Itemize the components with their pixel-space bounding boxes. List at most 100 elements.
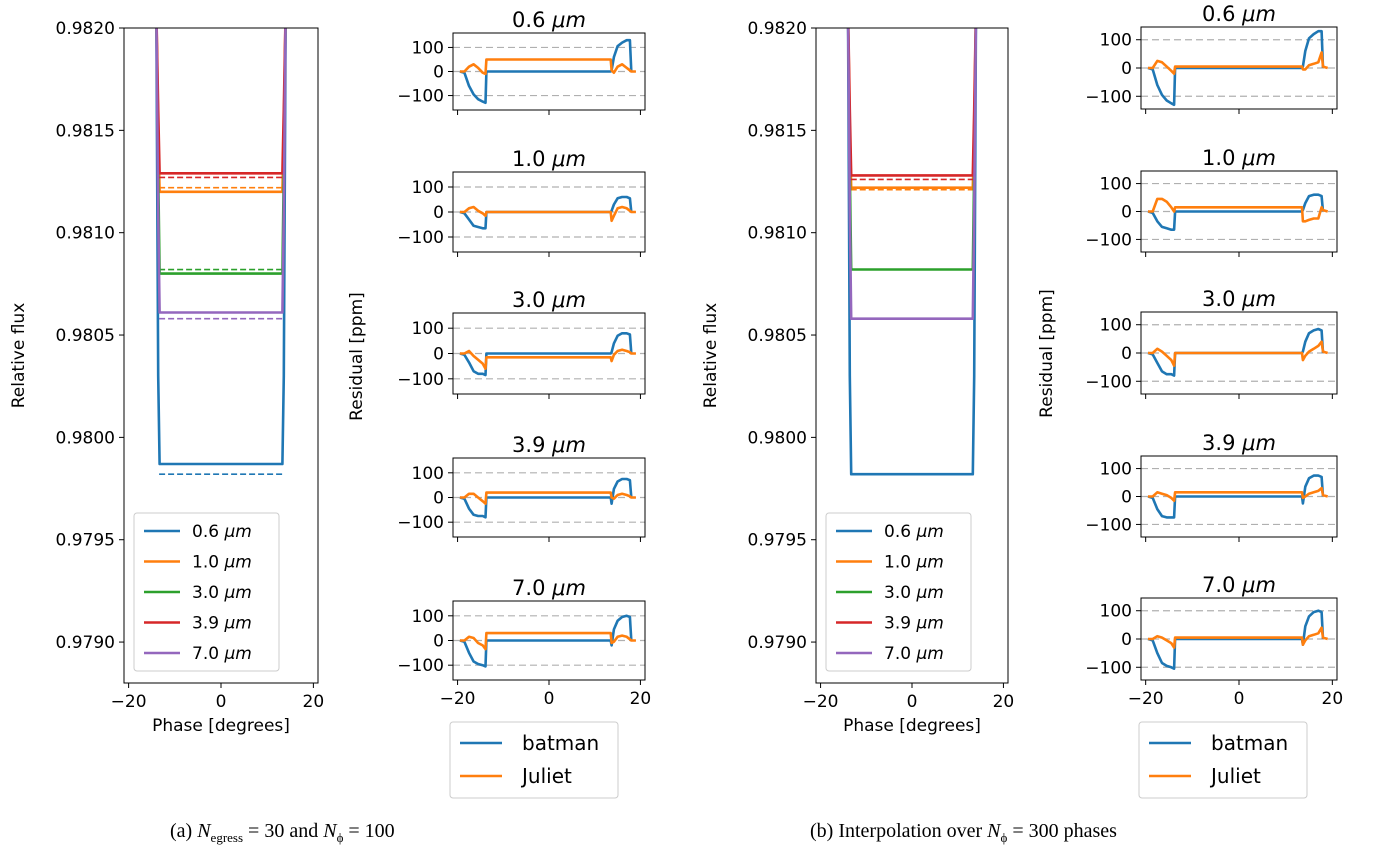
residual-line-batman (459, 38, 633, 105)
x-tick-label: −20 (111, 692, 147, 712)
subplot-plot-area (453, 327, 645, 380)
subplot-title-unit: μm (551, 433, 586, 457)
legend-label-0.6: 0.6 μm (192, 522, 252, 542)
y-tick-label: 0.9790 (748, 633, 807, 653)
legend-label-batman: batman (522, 731, 599, 755)
legend-unit: μm (223, 553, 251, 573)
caption-b-symbol-1: N (987, 820, 1001, 842)
residual-subplot: −100 0 100 −20 0 20 7.0 μm (397, 576, 651, 709)
subplot-title: 7.0 μm (1202, 573, 1276, 597)
y-tick-label: 0 (1121, 488, 1132, 508)
y-tick-label: 0 (1121, 344, 1132, 364)
subplot-title-value: 0.6 (512, 8, 552, 32)
caption-a-value-2: = 100 (343, 820, 395, 842)
subplot-title-value: 0.6 (1202, 2, 1242, 26)
residual-subplot: −100 0 100 3.0 μm (397, 288, 646, 399)
subplot-plot-area (1141, 182, 1337, 241)
legend-value: 3.0 (192, 583, 224, 603)
b-right-axes: −100 0 100 0.6 μm −100 0 100 1.0 μm −100 0 100 3.0 … (1037, 2, 1343, 799)
subplot-title: 0.6 μm (1202, 2, 1276, 26)
x-tick-label: −20 (803, 692, 839, 712)
series-line-7.0 (846, 28, 978, 321)
legend-label-1.0: 1.0 μm (884, 553, 944, 573)
subplot-plot-area (1141, 324, 1337, 382)
x-axis-label: Phase [degrees] (152, 716, 290, 736)
y-tick-label: 0 (433, 203, 444, 223)
x-tick-label: 0 (907, 692, 918, 712)
legend-label-7.0: 7.0 μm (884, 644, 944, 664)
y-tick-label: 0.9810 (748, 224, 807, 244)
caption-a-label: (a) (170, 820, 193, 842)
legend-label-juliet: Juliet (520, 764, 572, 788)
legend-unit: μm (223, 614, 251, 634)
series-line-3.9 (155, 28, 287, 175)
x-tick-label: −20 (1128, 689, 1164, 709)
residual-line-juliet (1148, 626, 1329, 649)
y-tick-label: −100 (1085, 515, 1132, 535)
b-left-axes: 0.9790 0.9795 0.9800 0.9805 0.9810 0.9815 0.98… (701, 19, 1014, 736)
legend-box (133, 512, 280, 672)
y-tick-label: 100 (1100, 316, 1132, 336)
y-axis-label: Residual [ppm] (347, 292, 367, 421)
caption-b: (b) Interpolation over Nϕ = 300 phases (810, 820, 1117, 846)
y-tick-label: 0.9795 (748, 531, 807, 551)
y-tick-label: 0 (433, 489, 444, 509)
y-tick-label: 0 (433, 63, 444, 83)
subplot-title-unit: μm (1241, 2, 1276, 26)
subplot-title-value: 7.0 (1202, 573, 1242, 597)
legend-box (1138, 721, 1308, 799)
y-tick-label: 0.9800 (748, 428, 807, 448)
legend-label-7.0: 7.0 μm (192, 644, 252, 664)
legend-value: 1.0 (884, 553, 916, 573)
residual-subplot: −100 0 100 0.6 μm (397, 8, 646, 115)
subplot-title-value: 3.9 (1202, 431, 1242, 455)
subplot-title-unit: μm (1241, 573, 1276, 597)
legend-value: 3.9 (884, 614, 916, 634)
y-tick-label: −100 (397, 513, 444, 533)
caption-b-value-1: = 300 phases (1007, 820, 1117, 842)
subplot-plot-area (453, 614, 645, 668)
y-tick-label: −100 (1085, 230, 1132, 250)
subplot-title-unit: μm (551, 8, 586, 32)
legend-unit: μm (915, 644, 943, 664)
caption-a-subscript-1: egress (210, 830, 244, 845)
residual-line-juliet (1148, 486, 1329, 503)
y-tick-label: 100 (412, 464, 444, 484)
y-tick-label: −100 (397, 656, 444, 676)
legend-value: 0.6 (192, 522, 224, 542)
residual-subplot: −100 0 100 1.0 μm (1085, 146, 1338, 257)
legend-label-3.0: 3.0 μm (192, 583, 252, 603)
x-tick-label: 0 (1234, 689, 1245, 709)
y-tick-label: −100 (1085, 87, 1132, 107)
legend-label-0.6: 0.6 μm (884, 522, 944, 542)
residual-line-juliet (459, 205, 636, 223)
x-tick-label: 0 (544, 689, 555, 709)
legend-unit: μm (915, 522, 943, 542)
subplot-title: 3.9 μm (512, 433, 586, 457)
residual-line-juliet (459, 631, 636, 651)
subplot-title-unit: μm (1241, 146, 1276, 170)
legend-box (449, 721, 619, 799)
legend-value: 7.0 (884, 644, 916, 664)
caption-a-and: and (284, 820, 324, 842)
series-line-3.0 (846, 28, 978, 271)
caption-b-label: (b) (810, 820, 834, 842)
y-tick-label: 0 (433, 345, 444, 365)
y-tick-label: 0.9805 (748, 326, 807, 346)
y-tick-label: 100 (1100, 602, 1132, 622)
legend-unit: μm (915, 583, 943, 603)
y-tick-label: −100 (397, 228, 444, 248)
legend-unit: μm (223, 583, 251, 603)
subplot-title-unit: μm (551, 147, 586, 171)
series-line-7.0 (155, 28, 287, 314)
residual-line-batman (459, 331, 633, 377)
subplot-title-value: 3.0 (1202, 287, 1242, 311)
legend-label-batman: batman (1211, 731, 1288, 755)
y-axis-label: Residual [ppm] (1037, 289, 1057, 418)
y-tick-label: 0.9800 (56, 428, 115, 448)
legend-unit: μm (915, 553, 943, 573)
legend-label-juliet: Juliet (1209, 764, 1261, 788)
legend: batman Juliet (1138, 721, 1308, 799)
residual-line-batman (459, 477, 633, 519)
subplot-title: 1.0 μm (512, 147, 586, 171)
